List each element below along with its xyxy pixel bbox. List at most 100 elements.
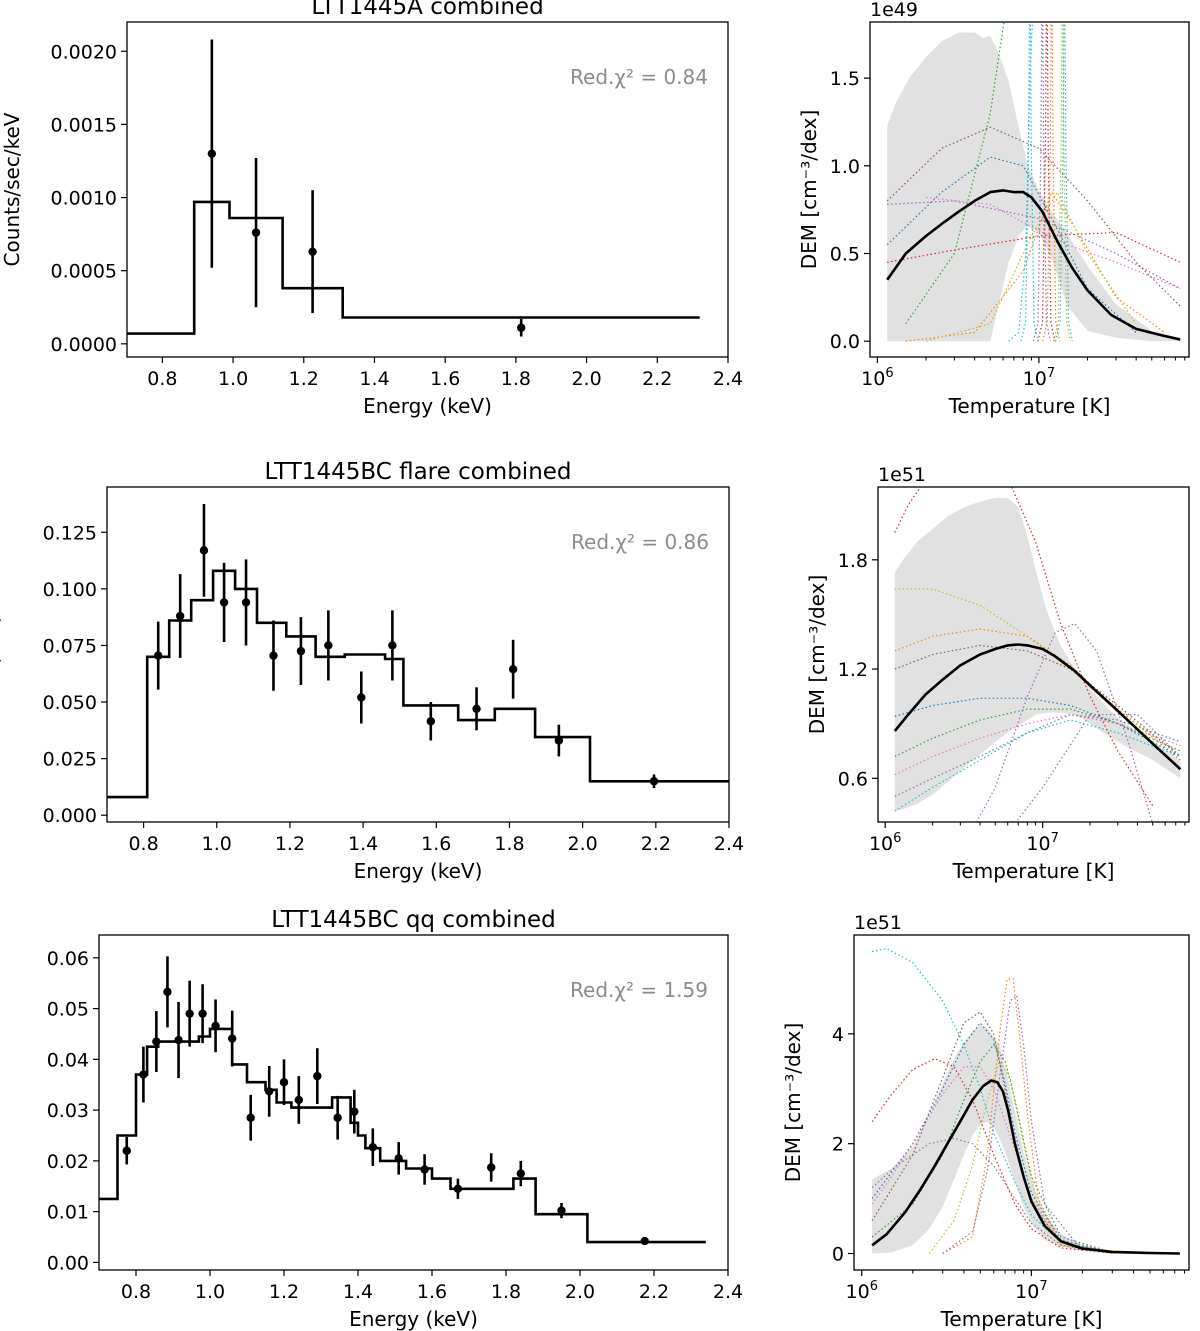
y-axis-label: Counts/sec/keV (0, 577, 4, 731)
axis-multiplier: 1e49 (870, 0, 918, 21)
x-tick-label: 106 (869, 831, 901, 855)
data-point (324, 641, 333, 650)
x-tick-label: 107 (1023, 366, 1055, 390)
x-axis-label: Temperature [K] (940, 1307, 1103, 1331)
sample-dem-curve (1008, 22, 1033, 342)
sample-dem-curve (1015, 713, 1181, 822)
x-tick-label: 106 (861, 366, 893, 390)
y-tick-label: 1.8 (838, 550, 868, 572)
sample-dem-curve (894, 644, 1181, 757)
x-tick-label: 107 (1015, 1279, 1047, 1303)
axes-frame (126, 21, 729, 358)
x-tick-label: 1.8 (494, 833, 524, 855)
data-point (211, 1021, 220, 1031)
plot-area (871, 948, 1180, 1255)
y-axis-label: DEM [cm⁻³/dex] (797, 110, 821, 270)
x-axis-label: Energy (keV) (349, 1307, 478, 1331)
y-axis-label: Counts/sec/keV (0, 112, 24, 266)
data-point (152, 1037, 161, 1046)
sample-dem-curve (905, 190, 1165, 342)
x-tick-label: 1.2 (269, 1281, 299, 1303)
axes-frame (877, 486, 1190, 823)
model-step-line (107, 569, 729, 799)
x-tick-label: 1.6 (417, 1281, 447, 1303)
plot-area (893, 487, 1182, 822)
sample-dem-curve (1011, 487, 1154, 806)
data-point (350, 1107, 359, 1116)
data-point (174, 1035, 183, 1045)
x-tick-label: 1.4 (343, 1281, 373, 1303)
y-tick-label: 1.5 (830, 68, 860, 90)
sample-dem-curve (894, 719, 1181, 812)
uncertainty-band (872, 1025, 1180, 1254)
y-tick-label: 0.125 (43, 522, 97, 544)
data-point (508, 665, 518, 674)
y-tick-label: 0.01 (47, 1202, 89, 1224)
x-tick-label: 2.4 (713, 368, 743, 390)
x-tick-label: 1.6 (430, 368, 460, 390)
data-point (207, 149, 217, 158)
data-point (269, 651, 278, 660)
plot-area (886, 22, 1181, 342)
data-point (487, 1163, 496, 1172)
data-point (185, 1009, 194, 1018)
x-tick-label: 107 (1026, 831, 1058, 855)
x-tick-label: 1.2 (275, 833, 305, 855)
mean-dem-curve (893, 643, 1182, 771)
sample-dem-curve (894, 697, 1181, 758)
y-tick-label: 0.0000 (51, 334, 117, 356)
y-tick-label: 0.02 (47, 1151, 89, 1173)
x-tick-label: 2.0 (565, 1281, 595, 1303)
axes-frame (106, 486, 730, 823)
x-tick-label: 1.0 (195, 1281, 225, 1303)
y-tick-label: 0.05 (47, 999, 89, 1021)
data-point (122, 1146, 131, 1155)
data-point (388, 641, 397, 650)
sample-dem-curve (976, 622, 1153, 822)
data-point (357, 693, 366, 702)
y-tick-label: 0.0015 (51, 114, 117, 136)
y-tick-label: 0.03 (47, 1100, 89, 1122)
x-tick-label: 1.6 (421, 833, 451, 855)
data-point (199, 546, 209, 555)
data-point (246, 1113, 255, 1122)
data-point (313, 1071, 322, 1081)
y-tick-label: 0.050 (43, 692, 97, 714)
axes-frame (853, 934, 1190, 1271)
y-tick-label: 0.0010 (51, 188, 117, 210)
data-point (279, 1077, 289, 1087)
sample-dem-curve (871, 1057, 1180, 1255)
plot-area (107, 503, 729, 799)
x-tick-label: 1.4 (359, 368, 389, 390)
data-point (394, 1154, 403, 1163)
x-tick-label: 2.2 (642, 368, 672, 390)
data-point (426, 717, 436, 726)
y-tick-label: 0.06 (47, 948, 89, 970)
y-tick-label: 0.025 (43, 749, 97, 771)
data-point (557, 1206, 566, 1215)
data-point (554, 736, 564, 745)
y-tick-label: 4 (832, 1024, 844, 1046)
plot-area (127, 39, 700, 337)
sample-dem-curve (894, 628, 1181, 761)
x-tick-label: 1.0 (202, 833, 232, 855)
data-point (228, 1034, 237, 1043)
reduced-chi-square-annotation: Red.χ² = 1.59 (570, 978, 708, 1002)
y-tick-label: 0.000 (43, 805, 97, 827)
sample-dem-spike (1020, 22, 1039, 342)
uncertainty-band (894, 497, 1181, 812)
sample-dem-spike (1052, 22, 1071, 342)
data-point (516, 323, 526, 332)
data-point (175, 611, 185, 621)
data-point (251, 228, 261, 237)
y-tick-label: 1.2 (838, 659, 868, 681)
x-tick-label: 2.4 (713, 1281, 743, 1303)
x-tick-label: 106 (846, 1279, 878, 1303)
y-tick-label: 0.075 (43, 635, 97, 657)
sample-dem-curve (942, 978, 1113, 1255)
y-tick-label: 0 (832, 1244, 844, 1266)
axis-multiplier: 1e51 (854, 912, 902, 934)
x-axis-label: Temperature [K] (948, 394, 1111, 418)
x-tick-label: 0.8 (128, 833, 158, 855)
y-axis-label: DEM [cm⁻³/dex] (781, 1023, 805, 1183)
